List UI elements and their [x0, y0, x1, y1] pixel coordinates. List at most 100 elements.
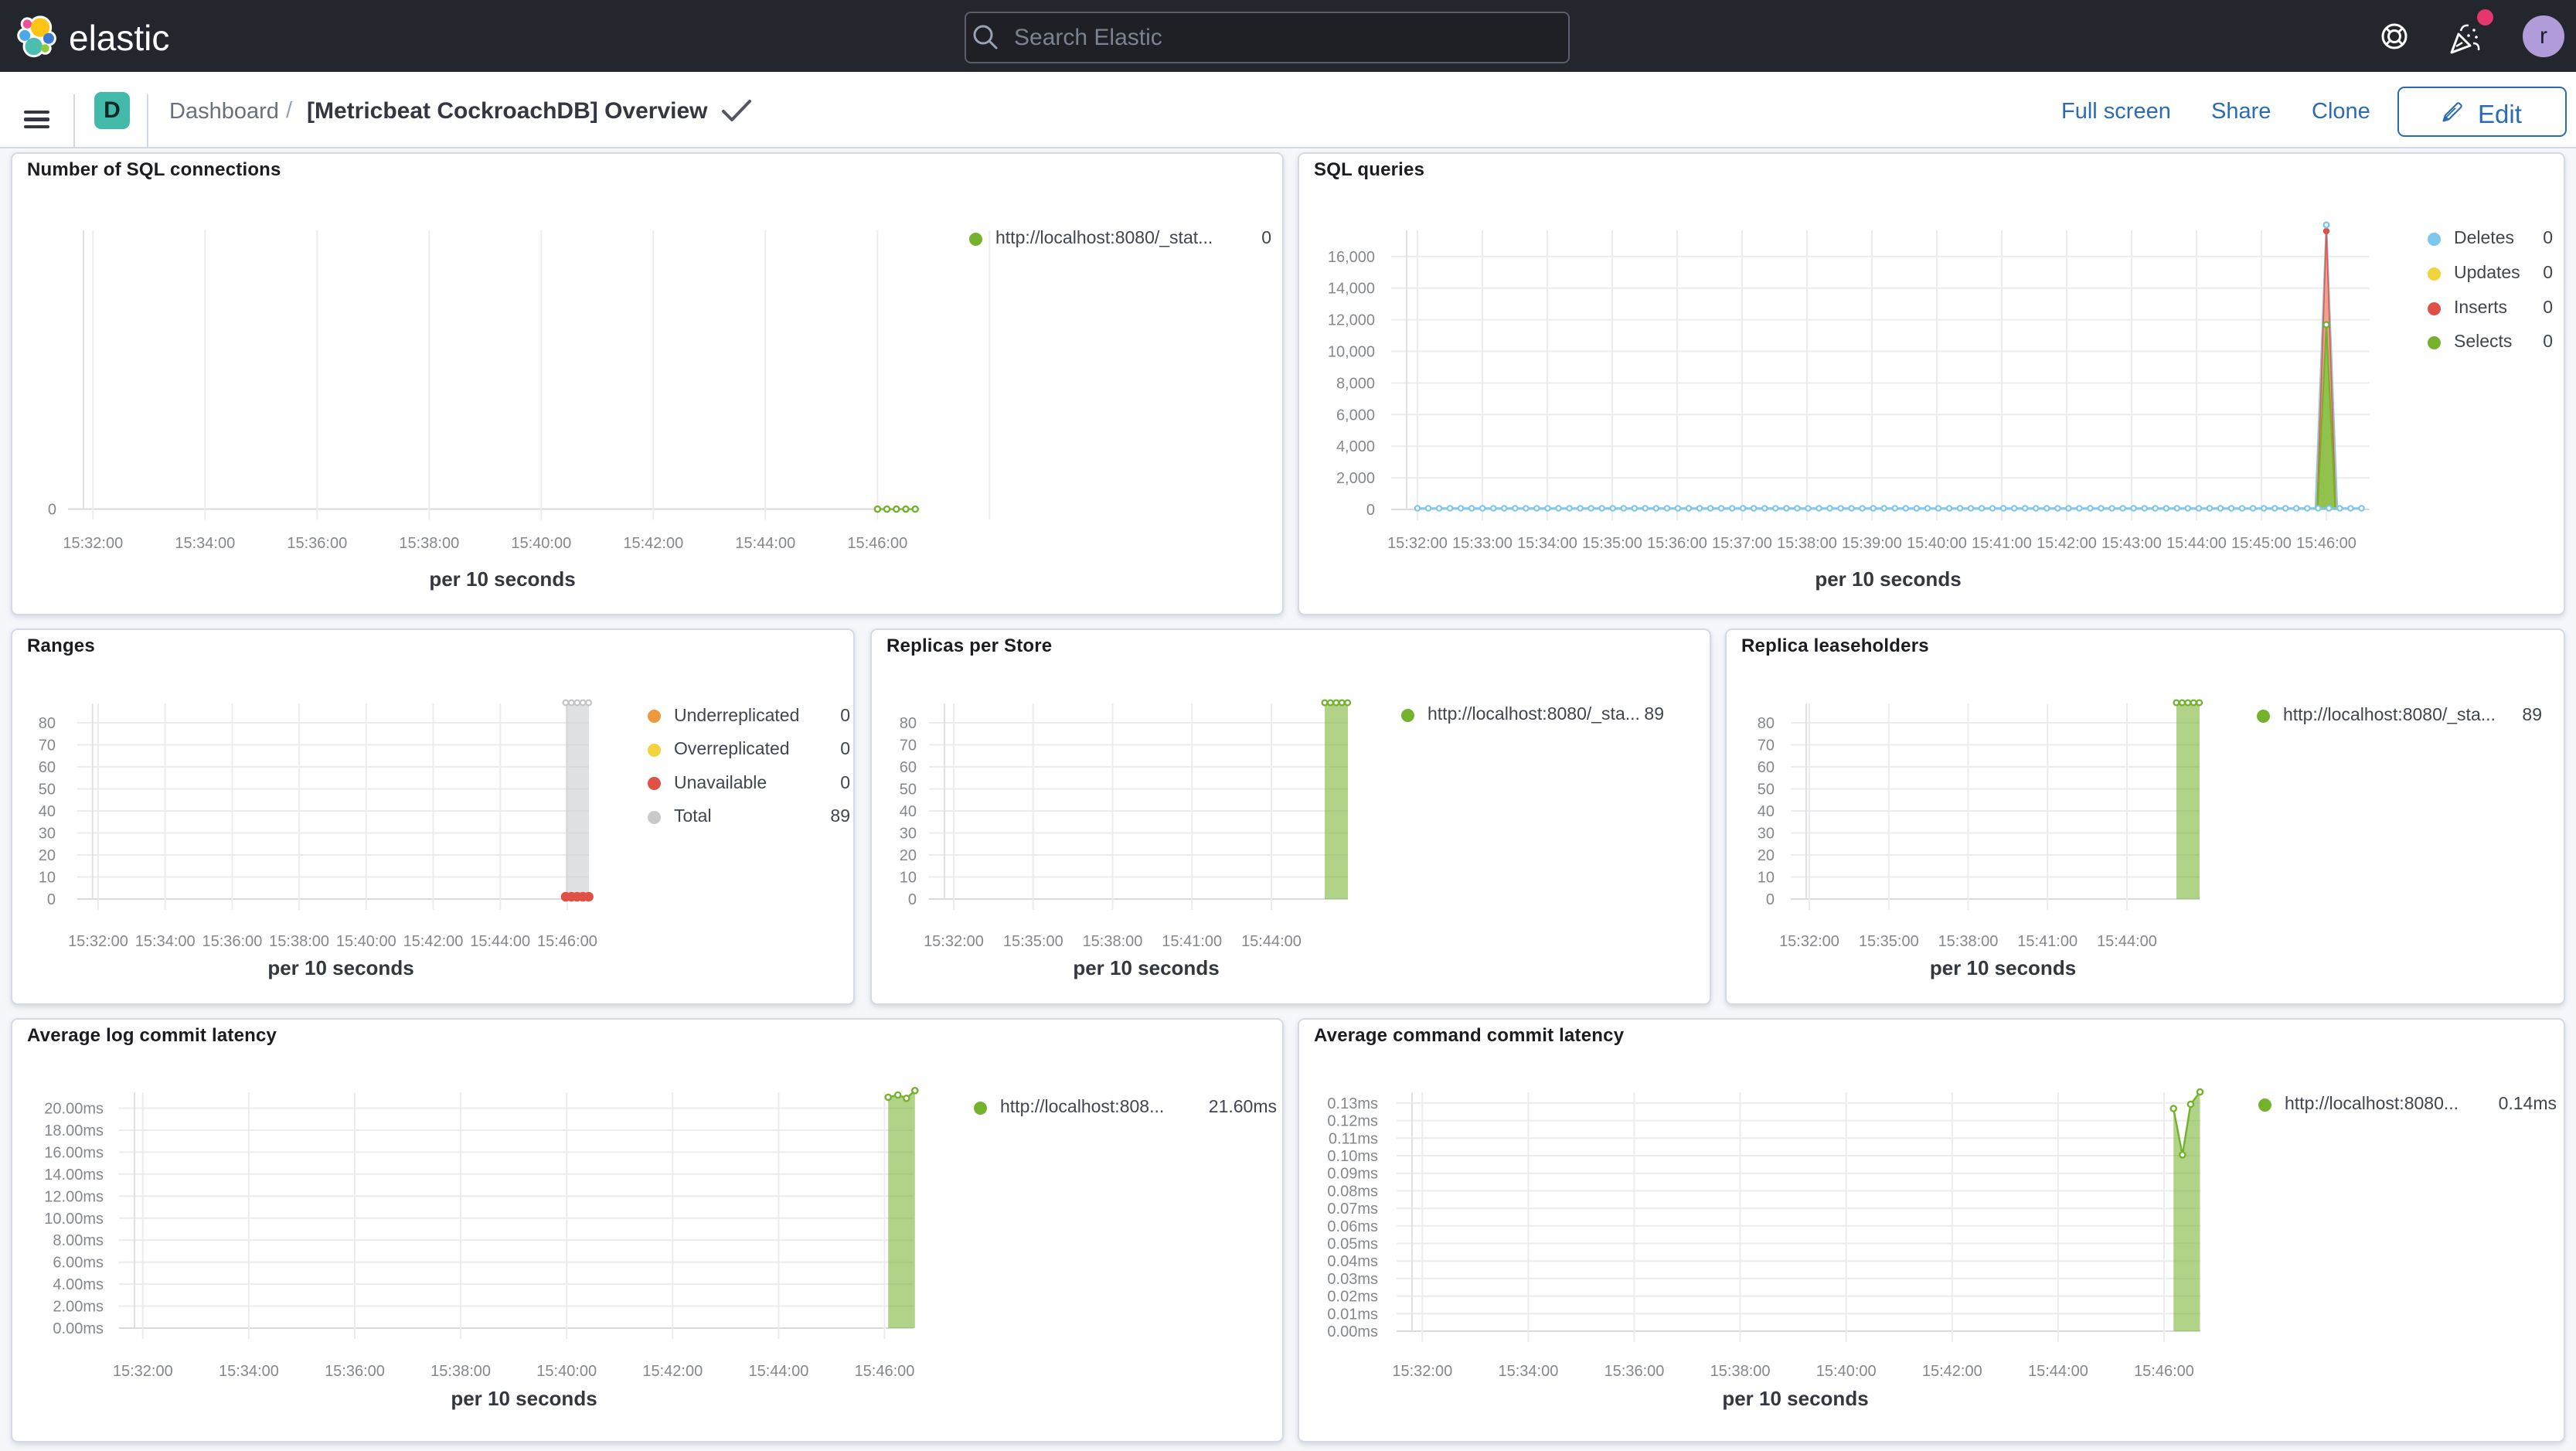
- svg-text:15:43:00: 15:43:00: [2101, 535, 2162, 552]
- svg-text:20: 20: [900, 847, 917, 864]
- svg-text:15:32:00: 15:32:00: [924, 933, 984, 950]
- svg-text:15:33:00: 15:33:00: [1452, 535, 1513, 552]
- svg-text:15:42:00: 15:42:00: [1922, 1363, 1982, 1380]
- svg-text:10: 10: [1758, 870, 1775, 887]
- svg-text:80: 80: [900, 715, 917, 732]
- svg-text:15:44:00: 15:44:00: [1241, 933, 1302, 950]
- svg-text:0: 0: [48, 502, 56, 519]
- svg-text:15:34:00: 15:34:00: [175, 535, 235, 552]
- svg-text:15:37:00: 15:37:00: [1712, 535, 1772, 552]
- svg-text:15:40:00: 15:40:00: [1907, 535, 1967, 552]
- svg-text:15:38:00: 15:38:00: [1938, 933, 1999, 950]
- svg-text:0.06ms: 0.06ms: [1327, 1218, 1378, 1235]
- svg-text:15:40:00: 15:40:00: [336, 933, 396, 950]
- svg-text:40: 40: [39, 803, 56, 820]
- svg-text:15:34:00: 15:34:00: [219, 1363, 279, 1380]
- svg-text:per 10 seconds: per 10 seconds: [451, 1387, 597, 1410]
- svg-text:8,000: 8,000: [1336, 375, 1375, 392]
- svg-text:0: 0: [1366, 502, 1375, 519]
- svg-text:15:32:00: 15:32:00: [68, 933, 128, 950]
- svg-text:15:45:00: 15:45:00: [2231, 535, 2292, 552]
- svg-text:per 10 seconds: per 10 seconds: [1073, 956, 1219, 979]
- svg-text:70: 70: [1758, 737, 1775, 754]
- svg-text:15:38:00: 15:38:00: [1710, 1363, 1771, 1380]
- svg-text:15:41:00: 15:41:00: [2017, 933, 2077, 950]
- svg-text:15:46:00: 15:46:00: [855, 1363, 915, 1380]
- svg-text:0.08ms: 0.08ms: [1327, 1183, 1378, 1200]
- svg-text:15:39:00: 15:39:00: [1842, 535, 1902, 552]
- svg-text:0.01ms: 0.01ms: [1327, 1306, 1378, 1323]
- svg-text:15:46:00: 15:46:00: [537, 933, 597, 950]
- svg-text:60: 60: [39, 759, 56, 776]
- svg-text:per 10 seconds: per 10 seconds: [1930, 956, 2076, 979]
- svg-text:15:32:00: 15:32:00: [1387, 535, 1448, 552]
- svg-text:60: 60: [1758, 759, 1775, 776]
- svg-text:15:44:00: 15:44:00: [2166, 535, 2227, 552]
- svg-text:2,000: 2,000: [1336, 470, 1375, 487]
- svg-text:70: 70: [39, 737, 56, 754]
- svg-text:15:35:00: 15:35:00: [1859, 933, 1919, 950]
- svg-text:20: 20: [39, 847, 56, 864]
- svg-text:per 10 seconds: per 10 seconds: [267, 956, 413, 979]
- svg-text:15:42:00: 15:42:00: [2037, 535, 2097, 552]
- svg-text:per 10 seconds: per 10 seconds: [1722, 1387, 1868, 1410]
- svg-text:15:32:00: 15:32:00: [1779, 933, 1839, 950]
- svg-text:15:44:00: 15:44:00: [470, 933, 530, 950]
- svg-text:14,000: 14,000: [1328, 281, 1375, 298]
- svg-text:0.13ms: 0.13ms: [1327, 1095, 1378, 1112]
- svg-text:15:32:00: 15:32:00: [1392, 1363, 1452, 1380]
- svg-text:15:41:00: 15:41:00: [1162, 933, 1222, 950]
- svg-text:15:36:00: 15:36:00: [1647, 535, 1707, 552]
- svg-text:8.00ms: 8.00ms: [53, 1232, 104, 1249]
- svg-text:4,000: 4,000: [1336, 438, 1375, 455]
- svg-text:0.03ms: 0.03ms: [1327, 1271, 1378, 1288]
- svg-text:per 10 seconds: per 10 seconds: [1815, 567, 1961, 591]
- svg-text:40: 40: [1758, 803, 1775, 820]
- svg-text:30: 30: [900, 826, 917, 843]
- svg-text:15:46:00: 15:46:00: [847, 535, 907, 552]
- svg-text:0.09ms: 0.09ms: [1327, 1166, 1378, 1183]
- svg-text:0.04ms: 0.04ms: [1327, 1253, 1378, 1270]
- svg-text:15:42:00: 15:42:00: [403, 933, 464, 950]
- svg-text:10.00ms: 10.00ms: [44, 1211, 104, 1228]
- svg-text:14.00ms: 14.00ms: [44, 1167, 104, 1184]
- svg-text:15:41:00: 15:41:00: [1972, 535, 2032, 552]
- svg-text:per 10 seconds: per 10 seconds: [429, 567, 575, 591]
- svg-text:15:38:00: 15:38:00: [1777, 535, 1837, 552]
- svg-text:0.00ms: 0.00ms: [53, 1320, 104, 1337]
- svg-text:15:46:00: 15:46:00: [2296, 535, 2357, 552]
- svg-text:15:34:00: 15:34:00: [135, 933, 196, 950]
- svg-text:15:38:00: 15:38:00: [399, 535, 459, 552]
- svg-text:70: 70: [900, 737, 917, 754]
- svg-text:16.00ms: 16.00ms: [44, 1144, 104, 1161]
- svg-text:15:46:00: 15:46:00: [2134, 1363, 2194, 1380]
- svg-text:10: 10: [900, 870, 917, 887]
- svg-text:15:32:00: 15:32:00: [113, 1363, 173, 1380]
- svg-text:0: 0: [47, 891, 56, 908]
- svg-text:15:35:00: 15:35:00: [1582, 535, 1642, 552]
- svg-text:15:36:00: 15:36:00: [325, 1363, 385, 1380]
- svg-text:15:44:00: 15:44:00: [2028, 1363, 2088, 1380]
- svg-text:15:34:00: 15:34:00: [1498, 1363, 1558, 1380]
- svg-text:18.00ms: 18.00ms: [44, 1122, 104, 1139]
- svg-text:20: 20: [1758, 847, 1775, 864]
- svg-text:0.12ms: 0.12ms: [1327, 1113, 1378, 1130]
- svg-text:15:38:00: 15:38:00: [1083, 933, 1143, 950]
- svg-text:15:38:00: 15:38:00: [430, 1363, 491, 1380]
- svg-text:15:40:00: 15:40:00: [536, 1363, 597, 1380]
- svg-text:30: 30: [39, 826, 56, 843]
- svg-text:12.00ms: 12.00ms: [44, 1188, 104, 1205]
- svg-text:80: 80: [39, 715, 56, 732]
- svg-text:50: 50: [1758, 782, 1775, 799]
- svg-text:15:44:00: 15:44:00: [2097, 933, 2157, 950]
- svg-text:0: 0: [908, 891, 917, 908]
- svg-text:6,000: 6,000: [1336, 407, 1375, 424]
- svg-text:15:40:00: 15:40:00: [1816, 1363, 1877, 1380]
- svg-text:0.00ms: 0.00ms: [1327, 1323, 1378, 1340]
- svg-text:4.00ms: 4.00ms: [53, 1276, 104, 1293]
- svg-text:0: 0: [1766, 891, 1775, 908]
- svg-text:6.00ms: 6.00ms: [53, 1255, 104, 1272]
- svg-text:15:36:00: 15:36:00: [287, 535, 347, 552]
- svg-text:40: 40: [900, 803, 917, 820]
- svg-text:50: 50: [900, 782, 917, 799]
